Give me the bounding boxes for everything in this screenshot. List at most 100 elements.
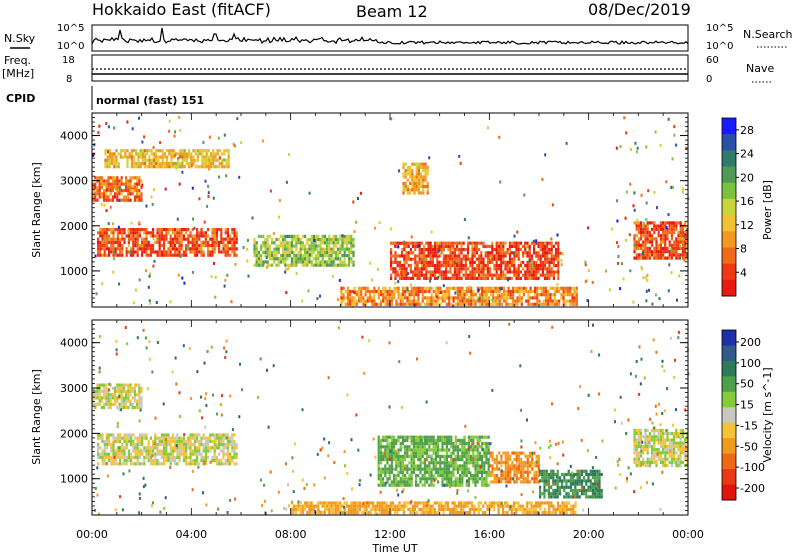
heatmap-cell [515,251,518,255]
date-label: 08/Dec/2019 [588,0,691,19]
heatmap-cell [535,241,538,245]
heatmap-cell [149,272,151,276]
heatmap-cell [133,396,136,400]
heatmap-cell [413,178,416,182]
heatmap-cell [193,449,196,453]
heatmap-cell [273,260,276,264]
heatmap-cell [140,402,143,406]
heatmap-cell [461,289,464,294]
heatmap-cell [427,276,430,280]
heatmap-cell [644,227,647,231]
heatmap-cell [533,451,536,455]
heatmap-cell [264,241,267,245]
heatmap-cell [520,286,523,290]
heatmap-cell [319,244,322,248]
heatmap-cell [470,454,473,458]
heatmap-cell [116,452,119,456]
heatmap-cell [140,185,143,189]
heatmap-cell [642,240,645,244]
heatmap-cell [683,258,686,262]
heatmap-cell [483,286,486,290]
heatmap-cell [401,241,404,245]
heatmap-cell [158,449,161,453]
heatmap-cell [193,433,196,437]
heatmap-cell [445,293,449,297]
heatmap-cell [169,228,172,232]
heatmap-cell [342,293,345,297]
heatmap-cell [635,246,638,251]
heatmap-cell [410,283,412,287]
heatmap-cell [420,191,423,195]
heatmap-cell [135,165,138,169]
heatmap-cell [308,250,311,254]
heatmap-cell [262,241,265,245]
heatmap-cell [136,459,139,463]
heatmap-cell [207,161,210,166]
heatmap-cell [122,386,125,390]
heatmap-cell [414,248,417,252]
heatmap-cell [670,234,673,238]
heatmap-cell [509,480,512,484]
heatmap-cell [673,133,676,137]
heatmap-cell [404,169,407,173]
heatmap-cell [155,155,158,159]
heatmap-cell [290,507,293,511]
heatmap-cell [640,234,643,238]
heatmap-cell [418,251,421,255]
heatmap-cell [131,184,134,188]
heatmap-cell [544,257,547,261]
heatmap-cell [350,250,353,254]
heatmap-cell [508,270,511,274]
heatmap-cell [495,251,498,255]
heatmap-cell [635,227,638,231]
heatmap-cell [471,270,474,274]
heatmap-cell [539,469,542,473]
heatmap-cell [420,175,423,179]
heatmap-cell [178,240,181,244]
heatmap-cell [169,462,172,466]
heatmap-cell [96,402,99,406]
heatmap-cell [507,302,510,306]
heatmap-cell [103,452,106,456]
heatmap-cell [550,248,553,252]
heatmap-cell [528,273,531,277]
heatmap-cell [502,473,505,478]
heatmap-cell [103,179,106,183]
heatmap-cell [384,464,387,468]
heatmap-cell [321,511,324,515]
heatmap-cell [108,455,111,459]
heatmap-cell [547,485,550,489]
heatmap-cell [222,439,225,443]
heatmap-cell [681,237,684,241]
heatmap-cell [288,254,291,258]
heatmap-cell [130,149,133,153]
heatmap-cell [561,472,564,477]
heatmap-cell [405,257,408,261]
heatmap-cell [449,260,452,264]
heatmap-cell [478,297,481,301]
heatmap-cell [550,257,553,261]
heatmap-cell [233,231,236,235]
heatmap-cell [99,446,102,450]
heatmap-cell [569,302,572,306]
heatmap-cell [169,449,172,453]
heatmap-cell [403,254,406,258]
freq-right-tick-bottom: 0 [706,74,712,85]
heatmap-cell [464,276,467,280]
heatmap-cell [185,250,188,254]
heatmap-cell [174,455,177,459]
heatmap-cell [160,449,163,453]
heatmap-cell [535,473,538,478]
heatmap-cell [116,195,119,199]
heatmap-cell [434,464,437,468]
heatmap-cell [529,286,532,290]
heatmap-cell [480,257,483,261]
heatmap-cell [411,181,414,185]
heatmap-cell [423,451,426,455]
heatmap-cell [379,470,382,474]
heatmap-cell [476,445,479,449]
heatmap-cell [548,267,551,271]
heatmap-cell [209,237,212,241]
heatmap-cell [424,175,427,179]
heatmap-cell [144,149,147,153]
